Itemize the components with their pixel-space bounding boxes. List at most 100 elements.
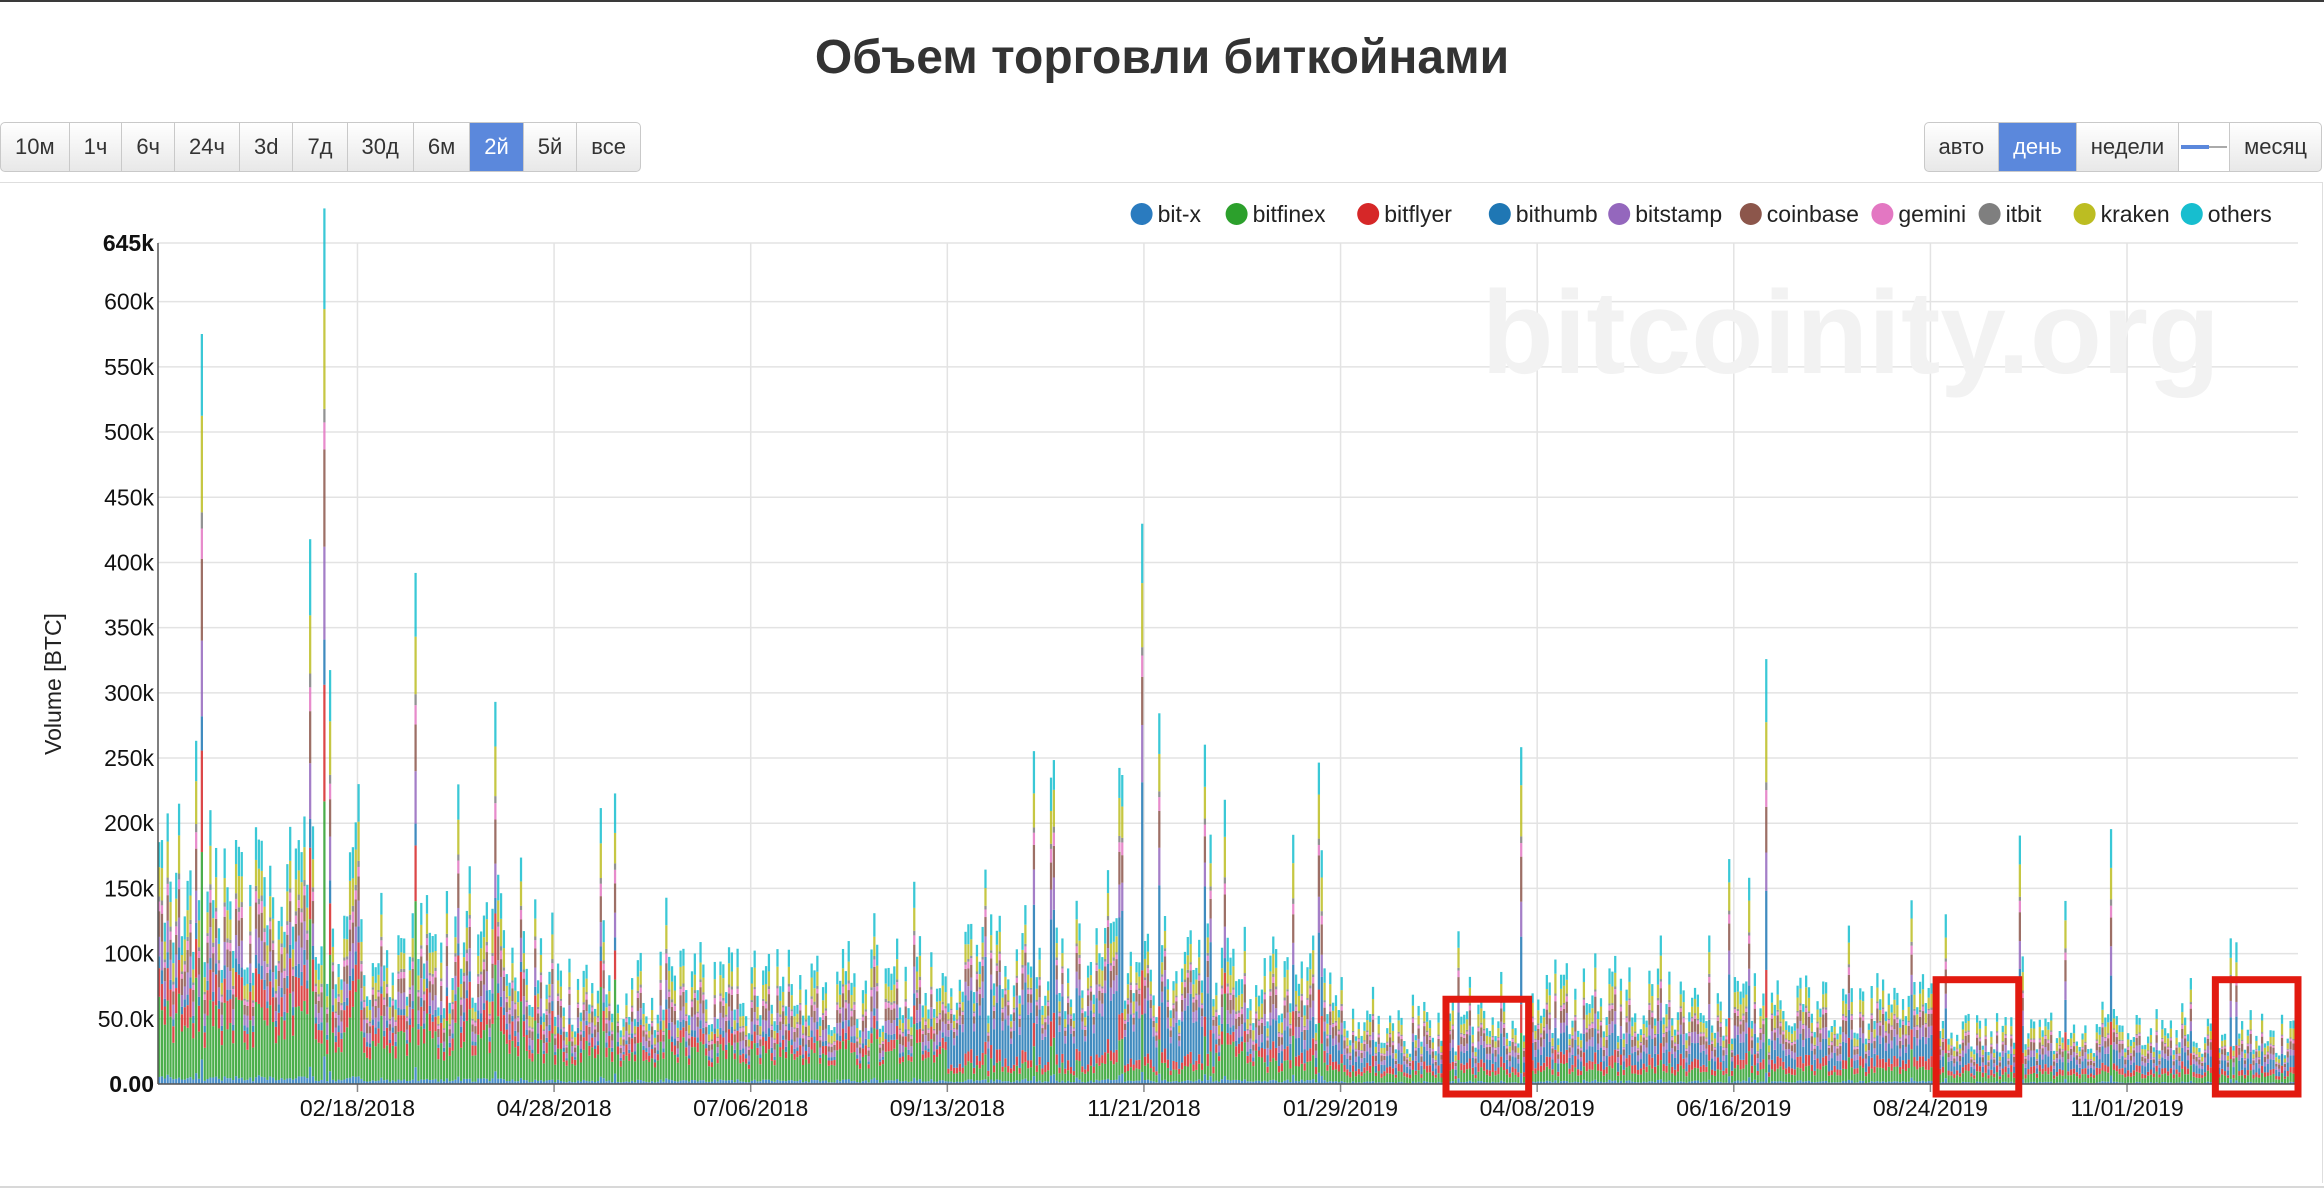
bar-segment-gemini [613, 869, 617, 884]
range-button-7[interactable]: 6м [414, 123, 471, 171]
bar-segment-itbit [317, 994, 320, 997]
bar-segment-bitflyer [762, 1037, 765, 1046]
bar-segment-bit-x [839, 1081, 842, 1084]
bar-segment-bit-x [1497, 1082, 1500, 1084]
bar-segment-itbit [705, 1021, 708, 1024]
range-button-6[interactable]: 30д [348, 123, 414, 171]
bar-segment-bithumb [363, 1032, 366, 1038]
bar-segment-itbit [1061, 966, 1064, 969]
bar-segment-bitflyer [1277, 1066, 1281, 1073]
bar-segment-bitflyer [172, 1026, 175, 1043]
bar-segment-kraken [214, 877, 218, 908]
bar-segment-bitfinex [343, 1032, 346, 1080]
bar-segment-gemini [631, 1007, 634, 1012]
bar-segment-bitflyer [1540, 1065, 1543, 1073]
range-button-2[interactable]: 6ч [122, 123, 176, 171]
bar-segment-bithumb [1126, 1021, 1130, 1064]
interval-button-1[interactable]: день [1999, 123, 2077, 171]
bar-segment-bitflyer [836, 1040, 839, 1051]
bar-segment-bitfinex [1260, 1057, 1264, 1082]
interval-button-0[interactable]: авто [1925, 123, 2000, 171]
bar-segment-bitstamp [821, 1030, 825, 1042]
bar-segment-bitflyer [494, 913, 497, 965]
bar-segment-kraken [229, 919, 232, 940]
bar-segment-gemini [400, 972, 403, 979]
range-button-0[interactable]: 10м [1, 123, 70, 171]
bar-segment-bit-x [827, 1082, 830, 1084]
bar-segment-bitfinex [420, 1026, 423, 1080]
bar-segment-itbit [160, 900, 164, 906]
bar-segment-others [348, 852, 352, 881]
bar-segment-bithumb [163, 998, 166, 1007]
bar-segment-bit-x [289, 1078, 292, 1084]
bar-segment-bitstamp [508, 1023, 511, 1035]
range-button-5[interactable]: 7д [293, 123, 348, 171]
range-button-9[interactable]: 5й [524, 123, 578, 171]
bar-segment-kraken [1303, 1015, 1306, 1026]
bar-segment-bitflyer [764, 1041, 768, 1054]
range-button-10[interactable]: все [591, 134, 626, 159]
bar-segment-coinbase [1081, 1013, 1084, 1022]
bar-segment-bithumb [716, 1053, 719, 1057]
bar-segment-coinbase [1007, 1005, 1010, 1016]
bar-segment-bithumb [1468, 1035, 1472, 1059]
bar-segment-bit-x [981, 1079, 984, 1084]
bar-segment-others [1369, 1014, 1372, 1023]
bar-segment-coinbase [337, 1001, 340, 1016]
bar-segment-bithumb [1531, 1042, 1534, 1061]
bar-segment-kraken [1035, 988, 1038, 1001]
bar-segment-bitfinex [334, 1052, 337, 1082]
bar-segment-bitflyer [804, 1050, 808, 1060]
bar-segment-bit-x [297, 1076, 300, 1084]
bar-segment-coinbase [816, 993, 819, 1008]
bar-segment-bitstamp [1112, 980, 1115, 994]
bar-segment-bithumb [1012, 1030, 1016, 1065]
bar-segment-others [950, 988, 953, 997]
bar-segment-bitstamp [1084, 1036, 1087, 1042]
bar-segment-bithumb [462, 1012, 466, 1022]
bar-segment-gemini [1092, 1013, 1095, 1017]
bar-segment-others [1320, 850, 1323, 878]
bar-segment-bitstamp [380, 966, 383, 987]
bar-segment-others [1086, 965, 1090, 978]
range-button-1[interactable]: 1ч [70, 123, 123, 171]
bar-segment-bit-x [314, 1080, 317, 1084]
bar-segment-bitflyer [271, 997, 275, 1023]
bar-segment-bithumb [556, 1027, 560, 1034]
bar-segment-bithumb [858, 1060, 862, 1064]
range-button-8[interactable]: 2й [470, 123, 524, 171]
bar-segment-bit-x [605, 1081, 608, 1084]
bar-segment-gemini [548, 997, 551, 1003]
bar-segment-bithumb [423, 1023, 426, 1029]
bar-segment-bitflyer [417, 1029, 420, 1046]
bar-segment-gemini [856, 1038, 859, 1042]
bar-segment-bitflyer [1437, 1065, 1440, 1074]
bar-segment-kraken [420, 924, 423, 946]
bar-segment-others [1212, 999, 1215, 1007]
bar-segment-bitstamp [1032, 869, 1036, 905]
bar-segment-itbit [1334, 1020, 1338, 1023]
bar-segment-gemini [1078, 957, 1081, 964]
bar-segment-gemini [1377, 1034, 1380, 1038]
interval-button-3[interactable]: месяц [2244, 134, 2307, 159]
bar-segment-others [673, 975, 677, 991]
bar-segment-bitstamp [1397, 1043, 1400, 1051]
bar-segment-bitstamp [485, 971, 488, 991]
bar-segment-bitflyer [1143, 1056, 1147, 1066]
bar-segment-bitfinex [505, 1043, 508, 1081]
bar-segment-itbit [351, 905, 355, 912]
interval-slider[interactable] [2179, 123, 2231, 171]
bar-segment-gemini [1340, 1006, 1343, 1011]
bar-segment-bitfinex [1508, 1077, 1511, 1083]
bar-segment-bithumb [383, 1030, 386, 1037]
bar-segment-bitfinex [582, 1049, 585, 1080]
bar-segment-bit-x [1334, 1081, 1338, 1084]
range-button-4[interactable]: 3d [240, 123, 294, 171]
bar-segment-bitfinex [246, 1049, 249, 1080]
bar-segment-bitflyer [425, 988, 429, 1014]
bar-segment-bitstamp [423, 1011, 426, 1024]
bar-segment-bitstamp [1474, 1063, 1477, 1068]
range-button-3[interactable]: 24ч [175, 123, 240, 171]
interval-button-2[interactable]: недели [2077, 123, 2180, 171]
bar-segment-bitfinex [1001, 1071, 1004, 1082]
